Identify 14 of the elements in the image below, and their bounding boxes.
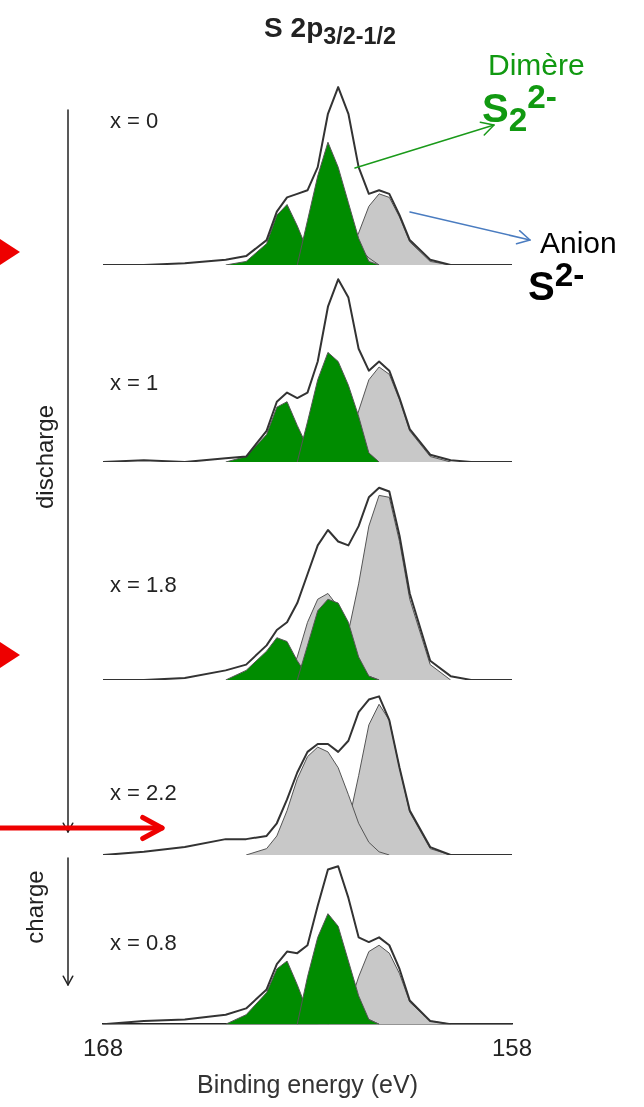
x-tick-label: 168: [82, 1034, 124, 1062]
annotation: x = 2.2: [110, 780, 177, 806]
text: S$^{2-}$: [528, 256, 585, 309]
text: discharge: [31, 403, 58, 512]
x-axis-title: Binding energy (eV): [197, 1069, 418, 1098]
text: charge: [21, 869, 48, 946]
x-tick-label: 158: [491, 1034, 533, 1062]
annotation: x = 1: [110, 370, 159, 396]
text: Dimère: [488, 48, 585, 81]
chart-title: S 2p$_{3/2-1/2}$: [263, 12, 397, 50]
text: Anion: [540, 226, 617, 259]
annotation: x = 1.8: [110, 572, 177, 598]
annotation: x = 0: [110, 108, 159, 134]
annotation: x = 0.8: [110, 930, 177, 956]
